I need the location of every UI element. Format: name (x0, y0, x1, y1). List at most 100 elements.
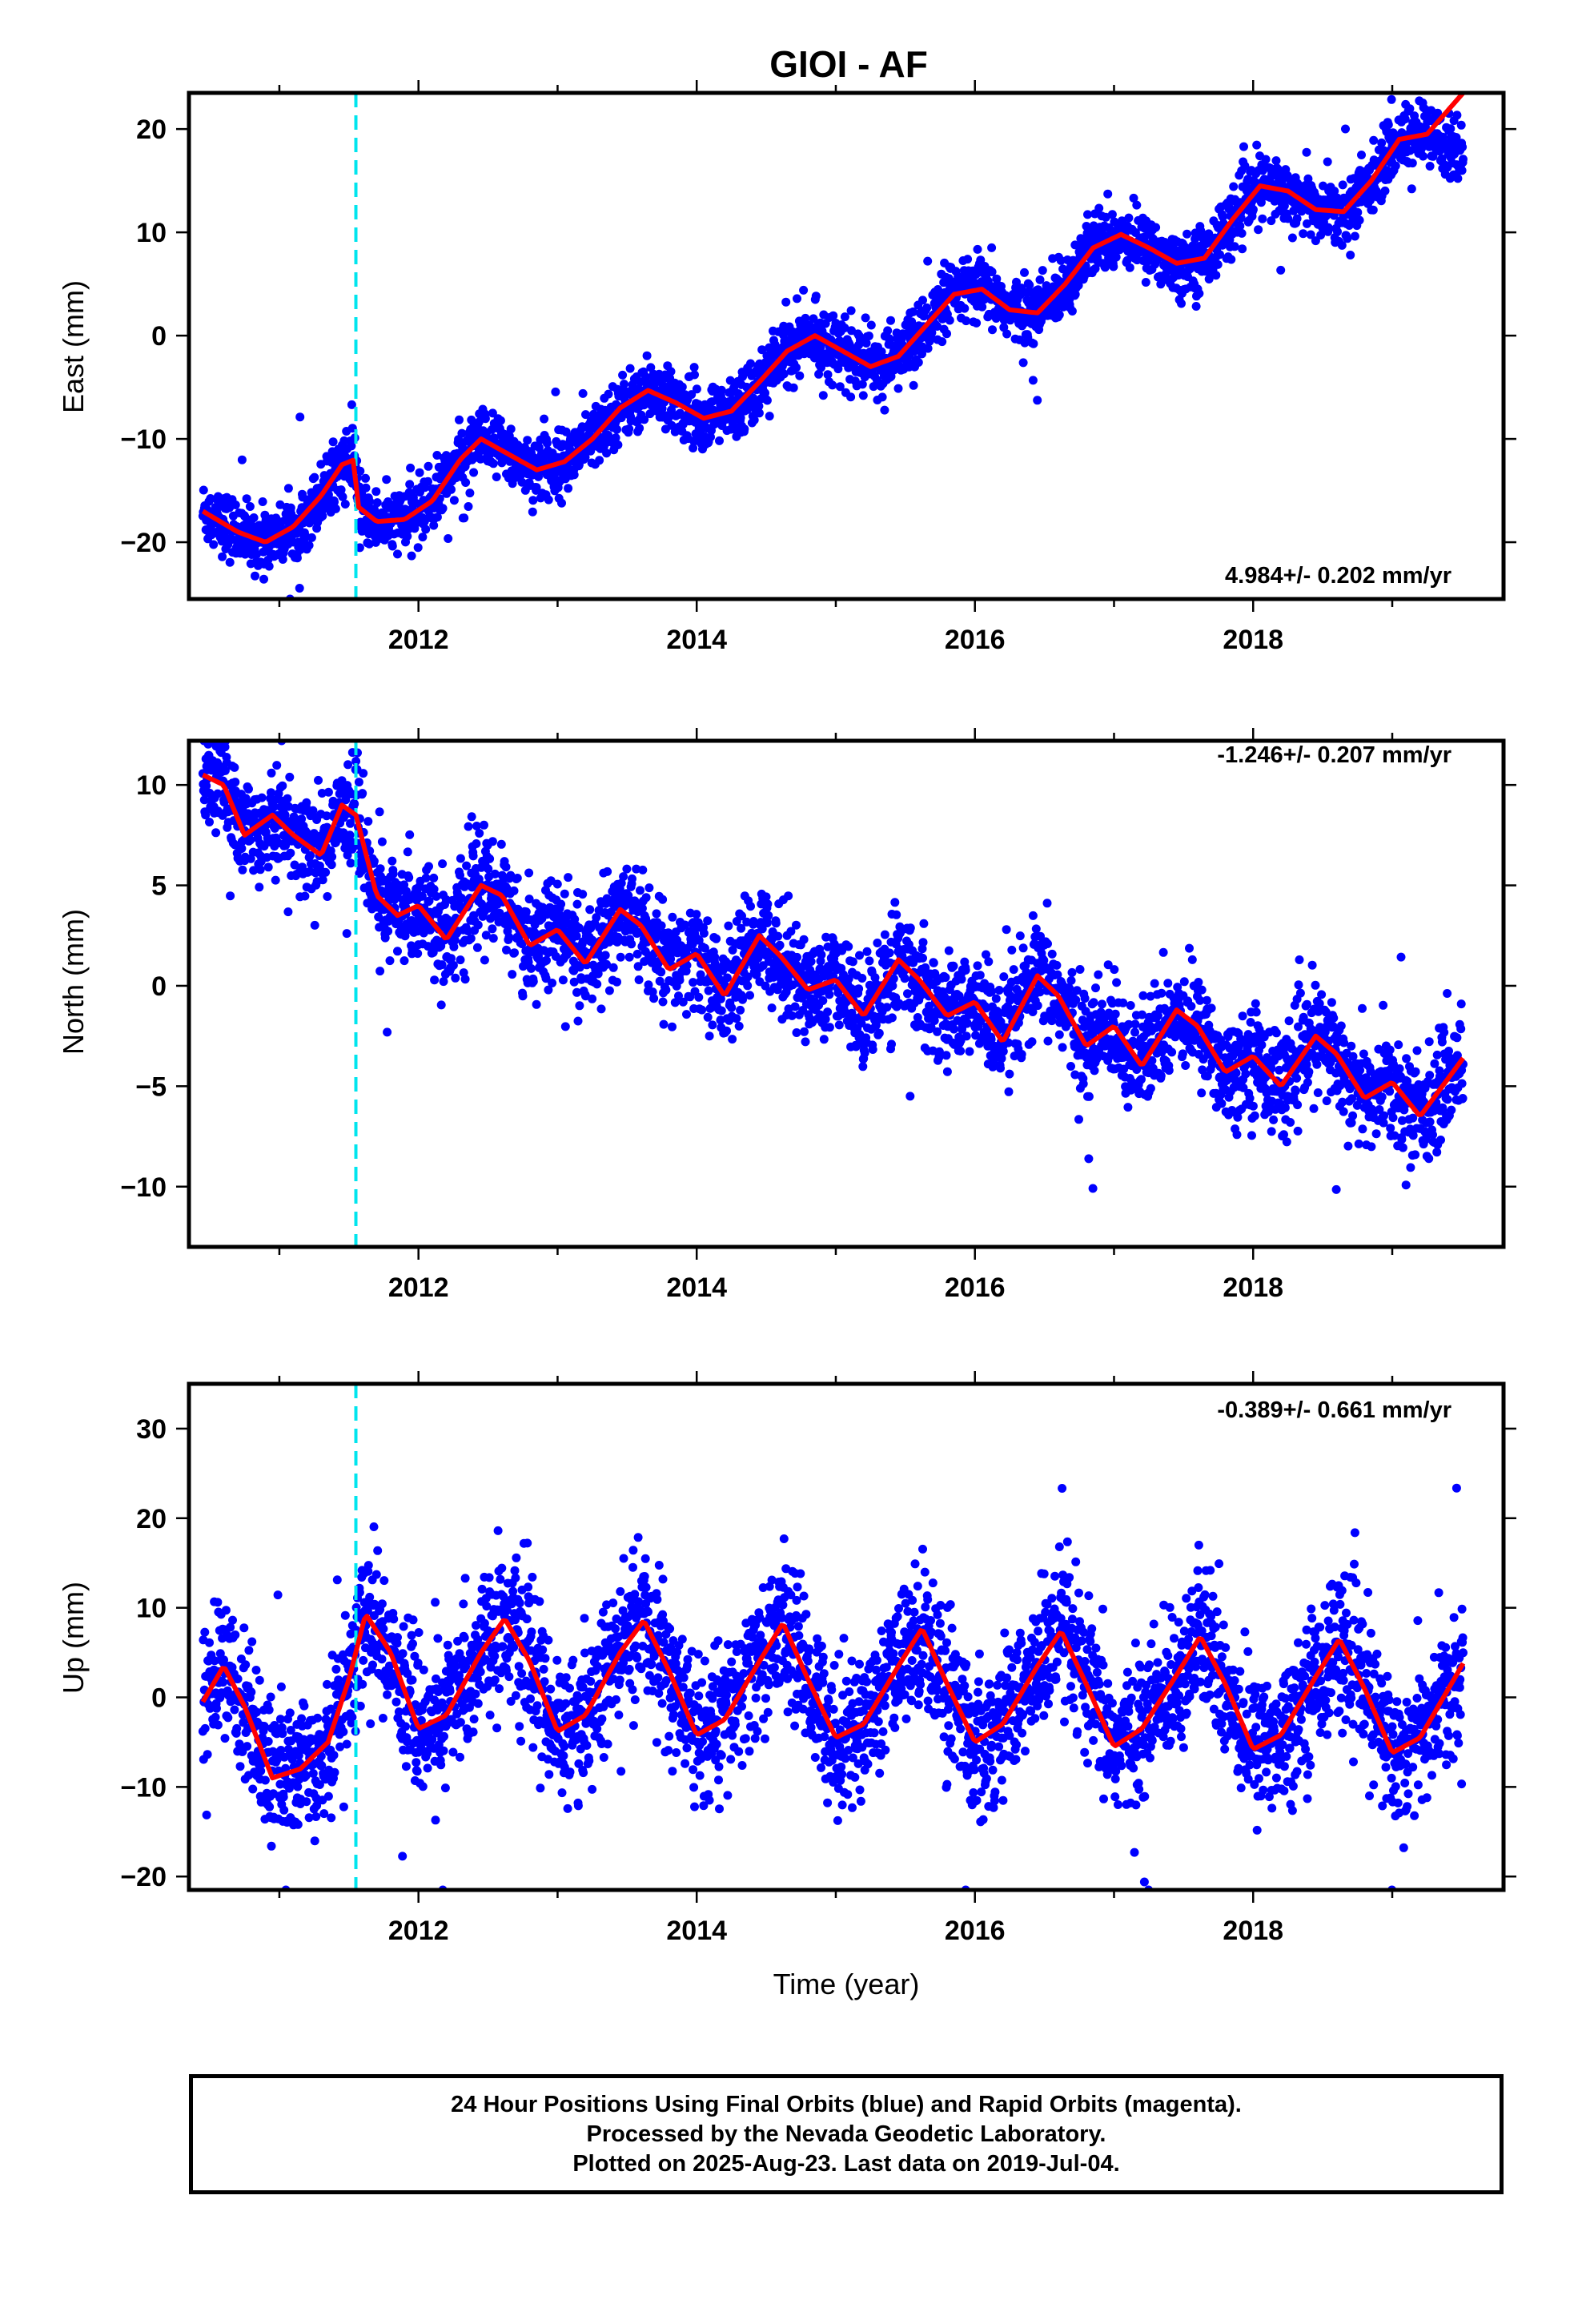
east-data-point (1139, 223, 1149, 233)
east-data-point (715, 436, 724, 445)
north-data-point (819, 1035, 829, 1044)
east-data-point (987, 267, 997, 276)
north-data-point (682, 1010, 691, 1019)
east-data-point (1229, 182, 1239, 191)
east-data-point (717, 385, 726, 395)
north-data-point (793, 952, 801, 962)
north-data-point (485, 854, 495, 863)
east-data-point (817, 363, 825, 372)
east-data-point (1191, 302, 1201, 311)
north-data-point (652, 909, 661, 919)
east-data-point (225, 557, 235, 567)
chart-title: GIOI - AF (769, 43, 928, 85)
east-data-point (1058, 264, 1068, 274)
east-data-point (1369, 135, 1379, 145)
east-data-point (918, 296, 927, 305)
east-data-point (465, 489, 475, 498)
east-data-point (1141, 278, 1150, 287)
east-data-point (877, 347, 886, 356)
east-data-point (387, 541, 397, 551)
north-data-point (762, 919, 772, 927)
north-data-point (708, 1020, 717, 1030)
east-data-point (1236, 213, 1246, 223)
east-data-point (1453, 174, 1463, 183)
east-data-point (618, 370, 628, 380)
east-data-point (616, 413, 626, 423)
east-data-point (877, 392, 887, 402)
east-data-point (1094, 203, 1104, 213)
north-data-point (734, 1021, 744, 1031)
east-data-point (415, 468, 424, 477)
east-data-point (1337, 240, 1347, 250)
north-data-point (323, 892, 332, 901)
east-data-point (292, 553, 302, 563)
east-data-point (1338, 180, 1347, 190)
north-data-point (238, 865, 247, 875)
north-data-point (771, 919, 781, 928)
north-data-point (283, 794, 292, 803)
east-data-point (689, 363, 699, 372)
east-y-tick-label: 10 (136, 218, 167, 248)
east-data-point (847, 326, 856, 336)
north-data-point (692, 910, 701, 919)
north-data-point (773, 931, 783, 941)
north-data-point (604, 986, 614, 995)
east-fit-curve (201, 93, 1465, 545)
east-data-point (886, 316, 895, 325)
east-data-point (988, 325, 997, 335)
north-data-point (632, 949, 642, 959)
east-data-point (793, 294, 801, 304)
east-data-point (405, 480, 415, 489)
north-data-point (220, 766, 230, 775)
east-data-point (927, 328, 937, 337)
north-data-point (263, 862, 273, 872)
east-data-point (1343, 234, 1352, 243)
north-data-point (327, 852, 337, 862)
north-data-point (573, 1016, 583, 1026)
north-data-point (518, 991, 528, 1001)
north-data-point (526, 963, 536, 973)
north-data-point (271, 875, 280, 885)
east-data-point (361, 483, 371, 493)
north-data-point (429, 873, 439, 883)
north-data-point (488, 934, 498, 943)
east-data-point (749, 416, 759, 424)
north-data-point (464, 822, 473, 831)
east-data-point (1377, 138, 1387, 147)
north-data-point (456, 854, 465, 863)
east-data-point (1428, 151, 1438, 161)
north-data-point (578, 890, 588, 899)
north-data-point (694, 992, 704, 1002)
north-data-point (622, 864, 632, 874)
north-data-point (475, 829, 484, 838)
east-data-point (580, 452, 590, 462)
east-data-point (1067, 307, 1077, 316)
north-data-point (600, 951, 610, 960)
east-data-point (199, 485, 208, 495)
east-data-point (612, 424, 621, 434)
east-data-point (347, 441, 356, 451)
east-data-point (1353, 207, 1363, 217)
east-data-point (1074, 280, 1083, 290)
east-data-point (1177, 299, 1186, 308)
north-data-point (619, 872, 628, 882)
north-data-point (413, 949, 423, 959)
north-data-point (792, 920, 801, 930)
east-data-point (909, 380, 918, 390)
east-data-point (690, 370, 699, 380)
east-data-point (1405, 104, 1415, 114)
east-data-point (252, 549, 261, 559)
east-data-point (1323, 223, 1333, 232)
north-data-point (363, 817, 373, 826)
east-data-point (909, 307, 918, 316)
north-data-point (558, 975, 568, 985)
east-data-point (1279, 201, 1289, 211)
north-data-point (668, 912, 677, 922)
north-data-point (656, 967, 666, 977)
north-data-point (327, 860, 336, 870)
east-data-point (258, 497, 267, 506)
east-data-point (1387, 94, 1396, 104)
east-data-point (1235, 221, 1245, 231)
east-data-point (604, 389, 613, 399)
